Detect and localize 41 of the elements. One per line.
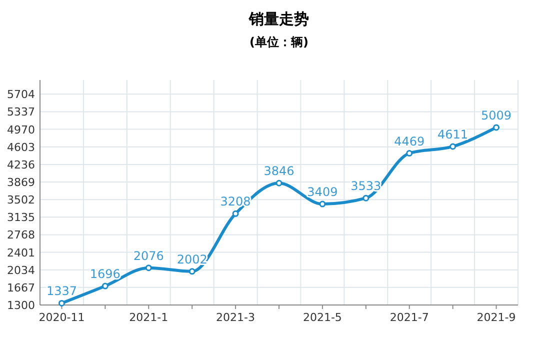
y-tick-label: 4603 [7, 140, 35, 154]
x-tick-label: 2021-3 [216, 311, 256, 324]
y-tick-label: 3135 [7, 211, 35, 224]
x-tick-label: 2021-5 [302, 311, 342, 324]
data-label: 2002 [176, 252, 208, 266]
data-label: 1337 [46, 284, 77, 298]
x-tick-label: 2021-7 [390, 311, 429, 324]
chart-subtitle: (单位：辆) [250, 35, 308, 49]
x-tick-label: 2021-9 [476, 311, 516, 324]
y-tick-label: 2768 [7, 228, 35, 242]
point [102, 282, 108, 290]
y-tick-label: 5704 [7, 88, 35, 102]
data-label: 3846 [264, 164, 294, 178]
data-label: 4611 [438, 127, 468, 142]
point [406, 150, 413, 157]
y-tick-label: 3502 [7, 194, 35, 207]
y-tick-label: 4236 [7, 158, 35, 172]
y-tick-label: 2034 [7, 264, 35, 277]
y-tick-label: 1300 [7, 299, 35, 312]
y-tick-label: 2401 [7, 246, 35, 260]
y-tick-label: 3869 [7, 176, 35, 190]
point [493, 124, 500, 131]
y-tick-label: 4970 [7, 123, 35, 136]
point [362, 194, 370, 202]
y-tick-label: 5337 [7, 106, 35, 119]
point [188, 268, 196, 275]
point [319, 200, 326, 208]
point [145, 264, 152, 272]
data-label: 4469 [394, 134, 425, 148]
data-label: 1696 [90, 267, 120, 282]
x-tick-label: 2020-11 [38, 311, 85, 324]
point [450, 143, 456, 150]
data-label: 3409 [307, 185, 338, 200]
data-label: 2076 [133, 248, 164, 263]
point [276, 180, 282, 186]
data-label: 5009 [481, 108, 512, 122]
x-tick-label: 2021-1 [129, 311, 168, 324]
point [232, 210, 239, 217]
y-tick-label: 1667 [7, 281, 35, 294]
chart-title: 销量走势 [248, 10, 309, 28]
point [58, 300, 65, 306]
